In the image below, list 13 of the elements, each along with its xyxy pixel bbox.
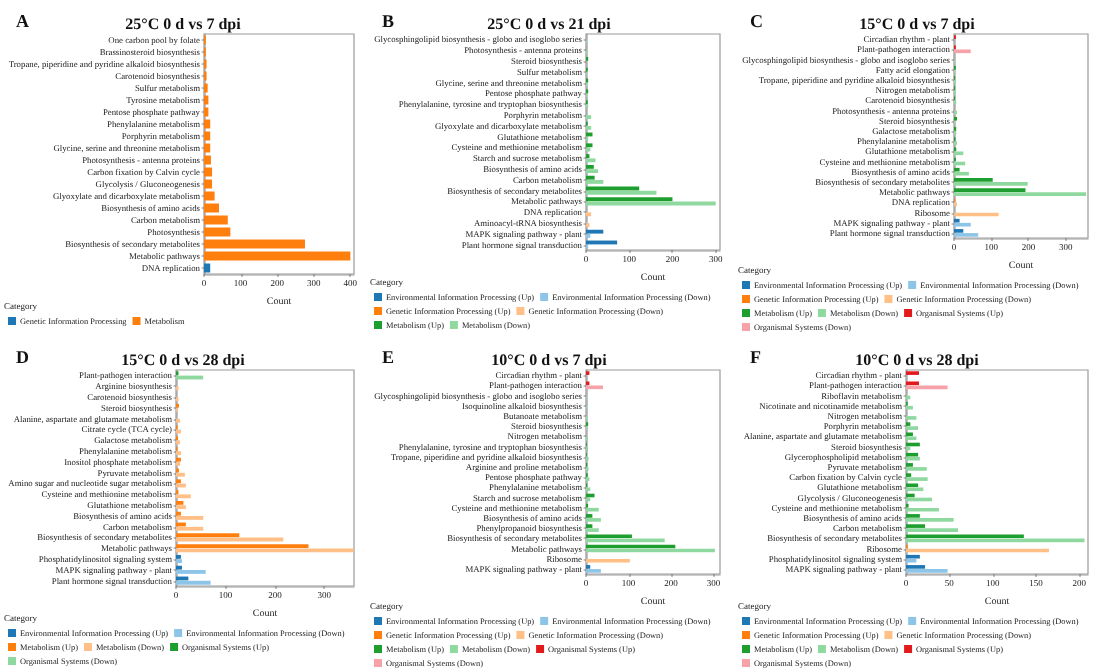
- text: C: [749, 11, 763, 31]
- bar: [204, 263, 211, 273]
- text: E: [382, 346, 395, 366]
- chart-title: 15°C 0 d vs 7 dpi: [858, 15, 976, 33]
- chart-title: 15°C 0 d vs 28 dpi: [121, 350, 247, 368]
- chart-title: 25°C 0 d vs 21 dpi: [487, 15, 613, 33]
- text: A: [16, 11, 30, 31]
- chart-title: 10°C 0 d vs 7 dpi: [491, 350, 609, 368]
- chart-title: 10°C 0 d vs 28 dpi: [854, 350, 980, 368]
- text: D: [16, 346, 30, 366]
- chart-title: 25°C 0 d vs 7 dpi: [125, 15, 243, 33]
- text: B: [382, 11, 395, 31]
- text: F: [749, 346, 762, 366]
